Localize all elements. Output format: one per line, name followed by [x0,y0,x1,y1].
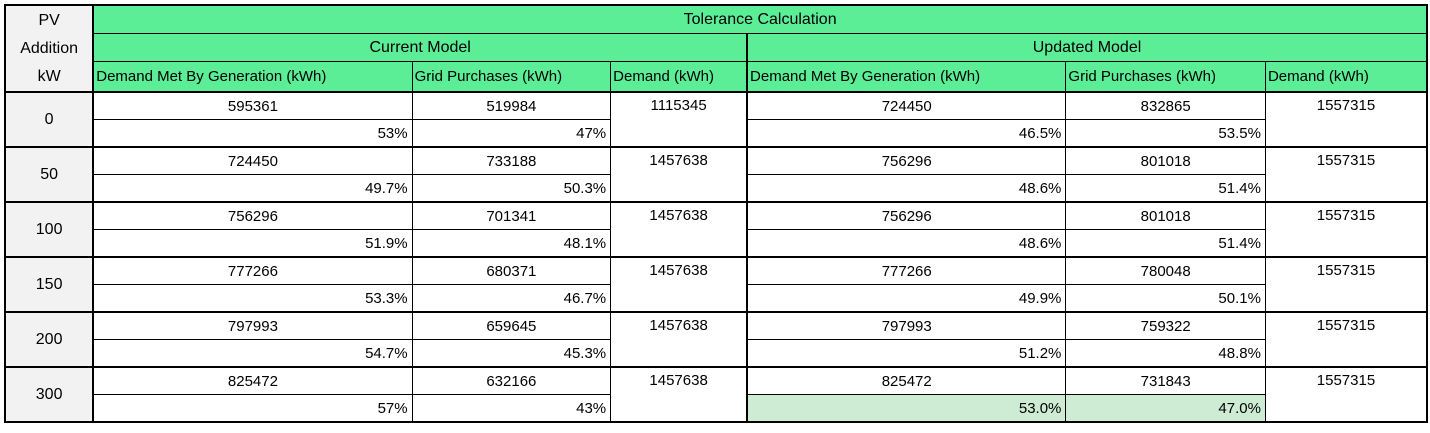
upd-dmbg-value-cell[interactable]: 724450 [747,92,1066,120]
pv-header-line3: kW [10,63,88,91]
pv-addition-header-cell[interactable]: PV Addition kW [5,5,93,92]
pv-header-line2: Addition [10,35,88,63]
upd-demand-cell[interactable]: 1557315 [1265,147,1427,202]
pv-cell[interactable]: 150 [5,257,93,312]
upd-grid-value-cell[interactable]: 780048 [1066,257,1266,285]
cur-demand-cell[interactable]: 1457638 [611,367,747,422]
upd-grid-pct-cell-highlighted[interactable]: 47.0% [1066,395,1266,423]
upd-grid-value-cell[interactable]: 801018 [1066,147,1266,175]
spreadsheet-region: PV Addition kW Tolerance Calculation Cur… [0,0,1430,423]
value-row: 50 724450 733188 1457638 756296 801018 1… [5,147,1427,175]
cur-dmbg-pct-cell[interactable]: 53% [93,120,412,148]
cur-grid-pct-cell[interactable]: 48.1% [412,230,611,258]
cur-grid-value-cell[interactable]: 733188 [412,147,611,175]
upd-dmbg-pct-cell[interactable]: 48.6% [747,230,1066,258]
upd-grid-pct-cell[interactable]: 51.4% [1066,175,1266,203]
upd-grid-value-cell[interactable]: 801018 [1066,202,1266,230]
cur-demand-cell[interactable]: 1115345 [611,92,747,147]
tolerance-calculation-title-cell[interactable]: Tolerance Calculation [93,5,1427,34]
upd-grid-pct-cell[interactable]: 53.5% [1066,120,1266,148]
model-row: Current Model Updated Model [5,34,1427,62]
cur-demand-cell[interactable]: 1457638 [611,257,747,312]
upd-dmbg-value-cell[interactable]: 797993 [747,312,1066,340]
upd-dmbg-pct-cell-highlighted[interactable]: 53.0% [747,395,1066,423]
cur-dmbg-value-cell[interactable]: 777266 [93,257,412,285]
cur-grid-pct-cell[interactable]: 43% [412,395,611,423]
upd-demand-cell[interactable]: 1557315 [1265,202,1427,257]
value-row: 100 756296 701341 1457638 756296 801018 … [5,202,1427,230]
cur-demand-column-header[interactable]: Demand (kWh) [611,62,747,93]
pv-cell[interactable]: 50 [5,147,93,202]
pv-cell[interactable]: 0 [5,92,93,147]
table-header: PV Addition kW Tolerance Calculation Cur… [5,5,1427,92]
cur-grid-value-cell[interactable]: 519984 [412,92,611,120]
upd-demand-column-header[interactable]: Demand (kWh) [1265,62,1427,93]
cur-grid-value-cell[interactable]: 632166 [412,367,611,395]
tolerance-table: PV Addition kW Tolerance Calculation Cur… [4,4,1428,423]
title-row: PV Addition kW Tolerance Calculation [5,5,1427,34]
cur-grid-pct-cell[interactable]: 50.3% [412,175,611,203]
table-body: 0 595361 519984 1115345 724450 832865 15… [5,92,1427,422]
upd-dmbg-pct-cell[interactable]: 48.6% [747,175,1066,203]
current-model-header-cell[interactable]: Current Model [93,34,747,62]
value-row: 200 797993 659645 1457638 797993 759322 … [5,312,1427,340]
upd-grid-value-cell[interactable]: 759322 [1066,312,1266,340]
value-row: 150 777266 680371 1457638 777266 780048 … [5,257,1427,285]
upd-dmbg-value-cell[interactable]: 825472 [747,367,1066,395]
cur-dmbg-pct-cell[interactable]: 49.7% [93,175,412,203]
value-row: 0 595361 519984 1115345 724450 832865 15… [5,92,1427,120]
cur-dmbg-column-header[interactable]: Demand Met By Generation (kWh) [93,62,412,93]
cur-grid-pct-cell[interactable]: 46.7% [412,285,611,313]
upd-dmbg-value-cell[interactable]: 756296 [747,202,1066,230]
cur-grid-column-header[interactable]: Grid Purchases (kWh) [412,62,611,93]
upd-grid-pct-cell[interactable]: 51.4% [1066,230,1266,258]
cur-dmbg-value-cell[interactable]: 724450 [93,147,412,175]
upd-grid-value-cell[interactable]: 731843 [1066,367,1266,395]
upd-dmbg-column-header[interactable]: Demand Met By Generation (kWh) [747,62,1066,93]
upd-grid-pct-cell[interactable]: 48.8% [1066,340,1266,368]
upd-dmbg-pct-cell[interactable]: 51.2% [747,340,1066,368]
upd-demand-cell[interactable]: 1557315 [1265,257,1427,312]
cur-grid-pct-cell[interactable]: 47% [412,120,611,148]
pv-cell[interactable]: 100 [5,202,93,257]
pv-header-line1: PV [10,7,88,35]
cur-grid-value-cell[interactable]: 680371 [412,257,611,285]
cur-dmbg-pct-cell[interactable]: 51.9% [93,230,412,258]
cur-grid-value-cell[interactable]: 659645 [412,312,611,340]
upd-grid-column-header[interactable]: Grid Purchases (kWh) [1066,62,1266,93]
upd-demand-cell[interactable]: 1557315 [1265,367,1427,422]
cur-dmbg-pct-cell[interactable]: 57% [93,395,412,423]
pv-cell[interactable]: 200 [5,312,93,367]
upd-dmbg-value-cell[interactable]: 756296 [747,147,1066,175]
upd-demand-cell[interactable]: 1557315 [1265,312,1427,367]
cur-demand-cell[interactable]: 1457638 [611,202,747,257]
cur-demand-cell[interactable]: 1457638 [611,312,747,367]
upd-dmbg-pct-cell[interactable]: 46.5% [747,120,1066,148]
value-row: 300 825472 632166 1457638 825472 731843 … [5,367,1427,395]
cur-grid-pct-cell[interactable]: 45.3% [412,340,611,368]
upd-grid-pct-cell[interactable]: 50.1% [1066,285,1266,313]
cur-dmbg-value-cell[interactable]: 797993 [93,312,412,340]
cur-dmbg-pct-cell[interactable]: 54.7% [93,340,412,368]
upd-dmbg-pct-cell[interactable]: 49.9% [747,285,1066,313]
upd-demand-cell[interactable]: 1557315 [1265,92,1427,147]
pv-cell[interactable]: 300 [5,367,93,422]
cur-demand-cell[interactable]: 1457638 [611,147,747,202]
updated-model-header-cell[interactable]: Updated Model [747,34,1427,62]
column-header-row: Demand Met By Generation (kWh) Grid Purc… [5,62,1427,93]
cur-grid-value-cell[interactable]: 701341 [412,202,611,230]
cur-dmbg-pct-cell[interactable]: 53.3% [93,285,412,313]
cur-dmbg-value-cell[interactable]: 595361 [93,92,412,120]
upd-dmbg-value-cell[interactable]: 777266 [747,257,1066,285]
cur-dmbg-value-cell[interactable]: 825472 [93,367,412,395]
upd-grid-value-cell[interactable]: 832865 [1066,92,1266,120]
cur-dmbg-value-cell[interactable]: 756296 [93,202,412,230]
